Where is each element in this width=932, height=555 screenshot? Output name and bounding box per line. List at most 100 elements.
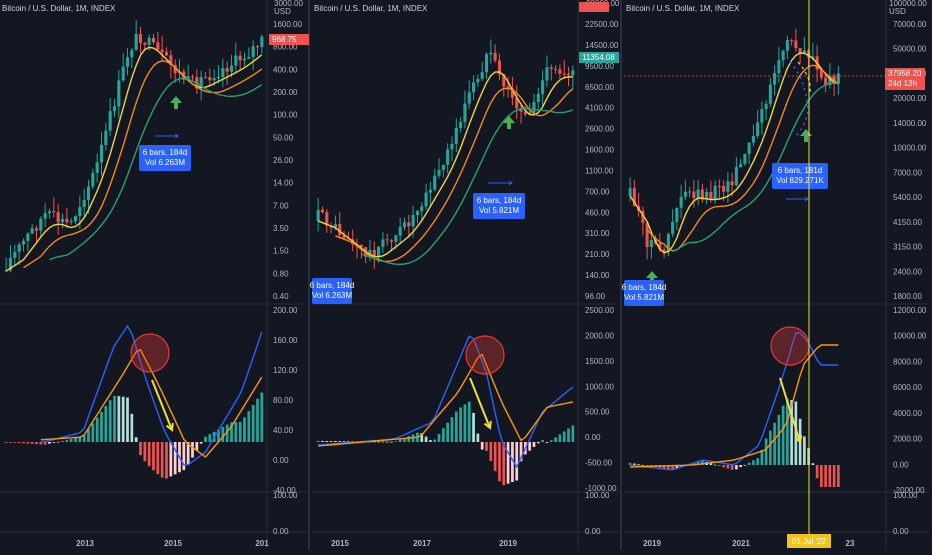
candle-body (558, 69, 562, 74)
candle-body (385, 239, 389, 241)
histogram-bar (450, 417, 454, 442)
candle-body (52, 211, 56, 213)
histogram-bar (4, 442, 8, 443)
candle-body (69, 221, 73, 223)
ma-green-line (49, 77, 263, 261)
price-tick-label: 1600.00 (585, 146, 614, 155)
candle-body (199, 77, 203, 89)
candle-body (828, 75, 832, 85)
x-axis-label: 2019 (499, 539, 517, 548)
histogram-bar (480, 442, 484, 450)
candle-body (532, 101, 536, 113)
macd-line (630, 332, 839, 471)
range-label-text: Vol 6.263M (145, 158, 185, 167)
histogram-bar (713, 464, 717, 466)
candle-body (705, 192, 709, 200)
candle-body (675, 207, 679, 222)
histogram-bar (165, 442, 168, 479)
candle-body (208, 77, 212, 81)
histogram-bar (56, 441, 60, 443)
candle-body (484, 54, 489, 73)
histogram-bar (217, 429, 220, 442)
histogram-bar (692, 462, 696, 465)
candle-body (8, 257, 13, 271)
histogram-bar (786, 398, 789, 465)
histogram-bar (390, 441, 393, 443)
candle-body (760, 109, 764, 123)
candle-body (764, 103, 768, 110)
projection-dotted-line (789, 61, 809, 137)
ma-yellow-line (629, 52, 839, 254)
histogram-bar (790, 400, 793, 465)
candle-body (320, 209, 325, 213)
highlight-circle (130, 333, 170, 373)
price-tick-label: 700.00 (585, 187, 610, 196)
panel-3-title: Bitcoin / U.S. Dollar, 1M, INDEX (626, 4, 740, 13)
range-label-text: Vol 5.821M (479, 206, 519, 215)
candle-body (160, 49, 164, 53)
histogram-bar (243, 417, 246, 442)
volume-tick-label: 0.00 (273, 527, 289, 536)
histogram-bar (61, 440, 64, 442)
price-tick-label: 5400.00 (893, 193, 922, 202)
price-tick-label: 7.00 (273, 201, 289, 210)
candle-body (325, 212, 329, 226)
osc-tick-label: 2000.00 (585, 331, 614, 340)
candle-body (734, 167, 738, 186)
histogram-bar (238, 421, 242, 442)
candle-body (234, 55, 238, 66)
candle-body (692, 191, 696, 199)
candle-body (554, 68, 558, 70)
candle-body (794, 40, 798, 48)
histogram-bar (645, 465, 649, 466)
candle-body (130, 50, 134, 58)
candle-body (216, 76, 221, 79)
histogram-bar (549, 440, 553, 442)
histogram-bar (467, 401, 471, 442)
price-tick-label: 0.40 (273, 292, 289, 301)
histogram-bar (824, 465, 827, 487)
histogram-bar (182, 442, 186, 471)
ma-orange-line (335, 87, 574, 263)
candle-body (203, 77, 208, 79)
candle-body (688, 191, 692, 193)
price-tick-label: 1600.00 (273, 20, 302, 29)
histogram-bar (403, 437, 406, 442)
candle-body (519, 108, 523, 112)
candle-body (394, 235, 398, 242)
candle-body (450, 143, 454, 150)
candle-body (683, 191, 687, 197)
candle-body (415, 211, 419, 215)
ma-orange-line (23, 60, 263, 269)
range-label-text: 6 bars, 181d (778, 166, 822, 175)
candle-body (819, 69, 823, 78)
histogram-bar (377, 441, 380, 443)
price-tick-label: 0.80 (273, 269, 289, 278)
histogram-bar (502, 442, 506, 486)
candle-body (459, 122, 463, 129)
ma-orange-line (646, 64, 839, 252)
price-tick-label: 200.00 (273, 88, 298, 97)
histogram-bar (117, 396, 121, 442)
range-label (473, 193, 525, 219)
histogram-bar (476, 433, 480, 442)
candle-body (773, 73, 777, 85)
candle-body (493, 52, 497, 61)
histogram-bar (637, 464, 640, 466)
histogram-bar (567, 428, 570, 442)
histogram-bar (811, 463, 815, 465)
candle-body (26, 233, 30, 241)
candle-body (424, 192, 428, 207)
candle-body (645, 222, 649, 247)
candle-body (566, 73, 571, 76)
histogram-bar (633, 463, 636, 465)
candle-body (151, 37, 156, 43)
candle-body (523, 111, 527, 115)
histogram-bar (74, 438, 77, 442)
candle-body (134, 33, 138, 51)
histogram-bar (764, 438, 768, 465)
histogram-bar (777, 414, 781, 465)
volume-tick-label: 0.00 (893, 527, 909, 536)
histogram-bar (515, 442, 519, 481)
